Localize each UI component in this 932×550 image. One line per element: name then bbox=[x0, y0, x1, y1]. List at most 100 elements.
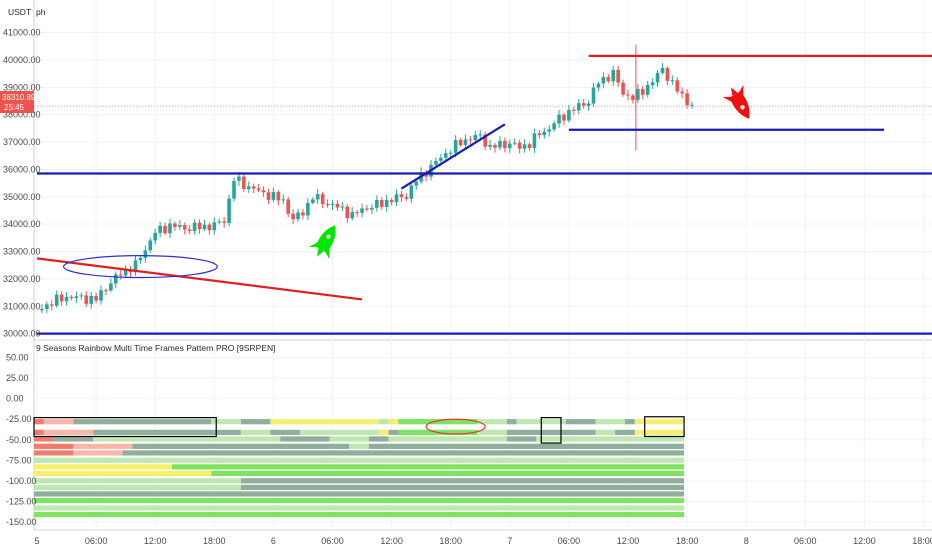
candle-body[interactable] bbox=[178, 225, 182, 227]
candle-body[interactable] bbox=[640, 88, 645, 95]
candle-body[interactable] bbox=[251, 186, 256, 189]
candle-body[interactable] bbox=[59, 294, 64, 302]
candle-body[interactable] bbox=[493, 144, 497, 148]
candle-body[interactable] bbox=[675, 80, 680, 92]
candle-body[interactable] bbox=[532, 133, 537, 149]
candle-body[interactable] bbox=[212, 222, 217, 231]
candle-body[interactable] bbox=[478, 134, 483, 136]
candle-body[interactable] bbox=[138, 257, 143, 261]
candle-body[interactable] bbox=[330, 203, 335, 206]
candle-body[interactable] bbox=[690, 104, 694, 106]
candle-body[interactable] bbox=[606, 77, 611, 82]
candle-body[interactable] bbox=[645, 85, 650, 95]
candle-body[interactable] bbox=[311, 199, 315, 203]
blue-uptrend-trendline[interactable] bbox=[400, 123, 506, 190]
candle-body[interactable] bbox=[143, 250, 148, 258]
candle-body[interactable] bbox=[517, 142, 522, 149]
box-right[interactable] bbox=[644, 416, 685, 438]
candle-body[interactable] bbox=[158, 225, 162, 233]
candle-body[interactable] bbox=[670, 80, 675, 82]
candle-body[interactable] bbox=[443, 153, 448, 158]
candle-body[interactable] bbox=[537, 133, 542, 136]
candle-body[interactable] bbox=[118, 274, 123, 276]
candle-body[interactable] bbox=[626, 94, 630, 96]
candle-body[interactable] bbox=[340, 206, 345, 208]
candle-body[interactable] bbox=[473, 135, 478, 141]
candle-body[interactable] bbox=[207, 224, 212, 231]
candle-body[interactable] bbox=[276, 192, 281, 201]
candle-body[interactable] bbox=[567, 109, 571, 121]
candle-body[interactable] bbox=[665, 67, 670, 81]
candle-body[interactable] bbox=[54, 294, 59, 306]
candle-body[interactable] bbox=[512, 142, 517, 144]
candle-body[interactable] bbox=[498, 140, 502, 148]
candle-body[interactable] bbox=[379, 199, 384, 207]
candle-body[interactable] bbox=[222, 221, 226, 223]
candle-body[interactable] bbox=[655, 72, 660, 83]
candle-body[interactable] bbox=[384, 200, 389, 207]
candle-body[interactable] bbox=[271, 192, 276, 200]
candle-body[interactable] bbox=[439, 157, 443, 161]
candle-body[interactable] bbox=[557, 114, 561, 124]
candle-body[interactable] bbox=[355, 212, 359, 214]
candle-body[interactable] bbox=[576, 103, 581, 111]
candle-body[interactable] bbox=[394, 194, 399, 203]
candle-body[interactable] bbox=[547, 129, 551, 132]
candle-body[interactable] bbox=[552, 123, 556, 130]
price-chart[interactable] bbox=[34, 44, 932, 335]
candle-body[interactable] bbox=[458, 140, 463, 145]
candle-body[interactable] bbox=[256, 188, 261, 191]
candle-body[interactable] bbox=[660, 67, 665, 73]
candle-body[interactable] bbox=[133, 260, 138, 273]
candle-body[interactable] bbox=[434, 160, 438, 165]
candle-body[interactable] bbox=[320, 194, 325, 205]
red-downtrend-trendline[interactable] bbox=[36, 257, 363, 301]
candle-body[interactable] bbox=[246, 186, 251, 189]
candle-body[interactable] bbox=[616, 69, 620, 83]
candle-body[interactable] bbox=[468, 139, 473, 141]
candle-body[interactable] bbox=[586, 103, 591, 106]
candle-body[interactable] bbox=[360, 208, 364, 213]
candle-body[interactable] bbox=[463, 139, 468, 145]
candle-body[interactable] bbox=[291, 213, 295, 220]
candle-body[interactable] bbox=[237, 176, 241, 181]
candle-body[interactable] bbox=[242, 176, 246, 189]
candle-body[interactable] bbox=[389, 200, 394, 203]
candle-body[interactable] bbox=[187, 229, 192, 232]
candle-body[interactable] bbox=[527, 144, 532, 149]
candle-body[interactable] bbox=[217, 221, 222, 223]
candle-body[interactable] bbox=[109, 283, 113, 291]
candle-body[interactable] bbox=[197, 222, 202, 230]
candle-body[interactable] bbox=[99, 290, 103, 301]
candle-body[interactable] bbox=[399, 194, 404, 198]
candle-body[interactable] bbox=[365, 208, 369, 210]
candle-body[interactable] bbox=[315, 194, 320, 200]
candle-body[interactable] bbox=[69, 296, 74, 299]
candle-body[interactable] bbox=[104, 290, 108, 292]
candle-body[interactable] bbox=[636, 88, 640, 100]
candle-body[interactable] bbox=[404, 197, 409, 199]
candle-body[interactable] bbox=[414, 181, 419, 186]
candle-body[interactable] bbox=[45, 304, 49, 310]
candle-body[interactable] bbox=[286, 199, 290, 214]
candle-body[interactable] bbox=[596, 83, 601, 88]
candle-body[interactable] bbox=[168, 223, 172, 234]
candle-body[interactable] bbox=[508, 143, 512, 149]
candle-body[interactable] bbox=[650, 82, 655, 86]
candle-body[interactable] bbox=[375, 199, 379, 208]
candle-body[interactable] bbox=[114, 274, 118, 284]
candle-body[interactable] bbox=[84, 295, 89, 304]
candle-body[interactable] bbox=[345, 206, 350, 219]
candle-body[interactable] bbox=[163, 225, 167, 234]
candle-body[interactable] bbox=[503, 140, 507, 149]
candle-body[interactable] bbox=[148, 240, 153, 251]
candle-body[interactable] bbox=[611, 69, 616, 82]
candle-body[interactable] bbox=[448, 152, 453, 154]
indicator-panel[interactable] bbox=[33, 416, 685, 518]
candle-body[interactable] bbox=[79, 295, 84, 297]
candle-body[interactable] bbox=[325, 204, 330, 206]
candle-body[interactable] bbox=[409, 185, 414, 199]
candle-body[interactable] bbox=[281, 199, 286, 201]
candle-body[interactable] bbox=[89, 295, 93, 304]
candle-body[interactable] bbox=[74, 296, 79, 299]
